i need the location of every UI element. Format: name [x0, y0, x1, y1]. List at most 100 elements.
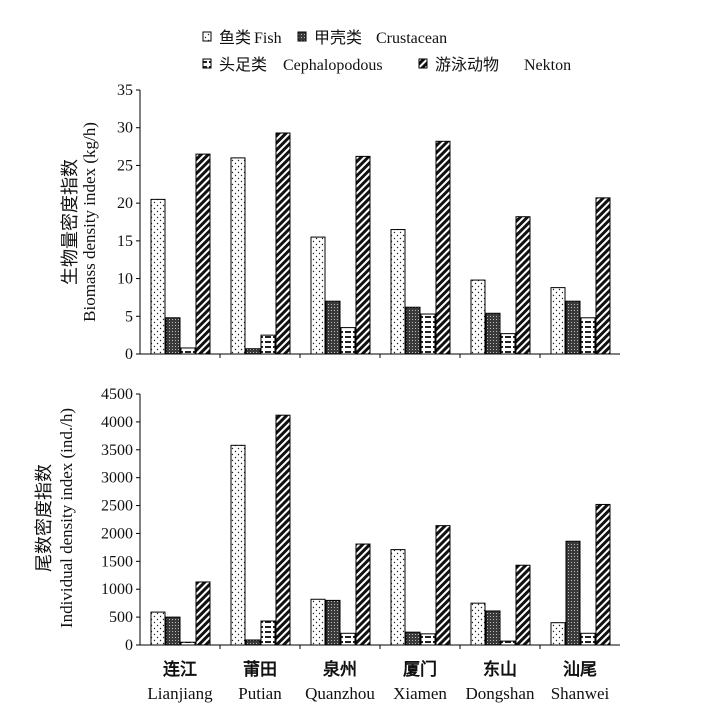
biomass-bar-nekton-shanwei	[595, 197, 611, 355]
biomass-bar-fish-shanwei	[550, 287, 566, 355]
biomass-bar-cephalopodous-dongshan	[500, 333, 516, 355]
individual-bar-crustacean-shanwei	[565, 540, 581, 646]
biomass-ytick-label: 35	[117, 82, 133, 99]
category-labels: 连江 Lianjiang 莆田 Putian 泉州 Quanzhou 厦门 Xiamen 东山 D…	[147, 659, 609, 703]
biomass-ytick-label: 5	[125, 308, 133, 325]
biomass-bar-cephalopodous-lianjiang	[180, 347, 196, 355]
category-label-cn: 汕尾	[563, 660, 597, 680]
biomass-bar-nekton-lianjiang	[195, 153, 211, 355]
legend-item-nekton: 游泳动物 Nekton	[418, 55, 571, 74]
biomass-bar-cephalopodous-shanwei	[580, 317, 596, 355]
biomass-ytick-label: 0	[125, 346, 133, 363]
biomass-ytick-label: 10	[117, 271, 133, 288]
legend-item-fish: 鱼类 Fish	[202, 28, 282, 47]
individual-ytick-label: 4500	[101, 386, 133, 403]
individual-bar-cephalopodous-lianjiang	[180, 641, 196, 646]
biomass-ylabel-cn: 生物量密度指数	[60, 159, 81, 285]
individual-bar-crustacean-quanzhou	[325, 599, 341, 646]
biomass-panel: 生物量密度指数 Biomass density index (kg/h) 0 5 1…	[60, 82, 620, 363]
category-label-cn: 厦门	[403, 659, 437, 680]
biomass-ytick-label: 25	[117, 157, 133, 174]
biomass-bar-crustacean-xiamen	[405, 306, 421, 355]
individual-bar-fish-xiamen	[390, 549, 406, 646]
category-label-cn: 泉州	[322, 659, 357, 680]
category-label-en: Xiamen	[393, 684, 447, 703]
individual-bar-cephalopodous-xiamen	[420, 633, 436, 646]
biomass-bar-fish-dongshan	[470, 279, 486, 355]
category-label-en: Putian	[238, 684, 282, 703]
individual-bar-fish-quanzhou	[310, 598, 326, 646]
biomass-bar-cephalopodous-quanzhou	[340, 327, 356, 355]
biomass-bar-crustacean-shanwei	[565, 300, 581, 355]
individual-ytick-label: 4000	[101, 414, 133, 431]
individual-ytick-label: 3000	[101, 470, 133, 487]
individual-panel: 尾数密度指数 Individual density index (ind./h)…	[34, 386, 620, 654]
legend: 鱼类 Fish 甲壳类 Crustacean 头足类 Cephalopodous…	[202, 28, 571, 74]
category-label-en: Lianjiang	[147, 684, 213, 703]
individual-bar-crustacean-putian	[245, 639, 261, 646]
biomass-ytick-label: 20	[117, 195, 133, 212]
biomass-bar-crustacean-putian	[245, 348, 261, 355]
individual-bar-fish-dongshan	[470, 602, 486, 646]
biomass-bar-fish-putian	[230, 157, 246, 355]
biomass-bar-fish-lianjiang	[150, 198, 166, 355]
biomass-bar-nekton-putian	[275, 132, 291, 355]
biomass-bar-crustacean-quanzhou	[325, 300, 341, 355]
individual-bar-crustacean-lianjiang	[165, 616, 181, 646]
legend-label-cephalopodous-cn: 头足类	[219, 55, 267, 74]
individual-bar-cephalopodous-dongshan	[500, 640, 516, 646]
biomass-bar-cephalopodous-putian	[260, 334, 276, 355]
individual-bar-nekton-lianjiang	[195, 581, 211, 646]
category-label-cn: 连江	[163, 659, 197, 680]
biomass-bar-fish-quanzhou	[310, 236, 326, 355]
biomass-bar-crustacean-dongshan	[485, 312, 501, 355]
individual-bar-crustacean-xiamen	[405, 631, 421, 646]
biomass-bar-crustacean-lianjiang	[165, 317, 181, 355]
individual-bar-fish-shanwei	[550, 622, 566, 646]
individual-bar-cephalopodous-putian	[260, 620, 276, 646]
legend-label-nekton-cn: 游泳动物	[435, 55, 499, 74]
individual-bar-cephalopodous-shanwei	[580, 632, 596, 646]
individual-bar-crustacean-dongshan	[485, 610, 501, 646]
biomass-bar-nekton-dongshan	[515, 216, 531, 355]
individual-bar-nekton-putian	[275, 414, 291, 646]
individual-ylabel-cn: 尾数密度指数	[34, 464, 55, 572]
biomass-bar-nekton-quanzhou	[355, 155, 371, 355]
category-label-cn: 东山	[483, 659, 517, 680]
category-label-en: Dongshan	[466, 684, 535, 703]
individual-ytick-label: 3500	[101, 442, 133, 459]
legend-swatch-nekton	[418, 58, 428, 69]
legend-label-fish-cn: 鱼类	[219, 28, 251, 47]
individual-ytick-label: 1000	[101, 581, 133, 598]
individual-ytick-label: 2500	[101, 498, 133, 515]
individual-ytick-label: 2000	[101, 525, 133, 542]
biomass-ytick-label: 15	[117, 233, 133, 250]
legend-item-cephalopodous: 头足类 Cephalopodous	[202, 55, 383, 74]
biomass-bar-fish-xiamen	[390, 229, 406, 355]
legend-label-cephalopodous-en: Cephalopodous	[283, 57, 383, 74]
category-label-en: Shanwei	[551, 684, 610, 703]
legend-label-nekton-en: Nekton	[524, 57, 571, 74]
biomass-bar-nekton-xiamen	[435, 140, 451, 355]
individual-bar-fish-putian	[230, 444, 246, 646]
biomass-ylabel-en: Biomass density index (kg/h)	[80, 122, 99, 322]
biomass-ytick-label: 30	[117, 120, 133, 137]
individual-bar-nekton-shanwei	[595, 503, 611, 646]
category-label-en: Quanzhou	[305, 684, 375, 703]
individual-ytick-label: 1500	[101, 553, 133, 570]
legend-label-crustacean-en: Crustacean	[376, 30, 447, 47]
legend-swatch-fish	[202, 31, 212, 42]
individual-bar-fish-lianjiang	[150, 611, 166, 646]
individual-bar-nekton-xiamen	[435, 525, 451, 646]
individual-ytick-label: 0	[125, 637, 133, 654]
individual-ylabel-en: Individual density index (ind./h)	[57, 408, 76, 628]
individual-ytick-label: 500	[109, 609, 133, 626]
individual-bar-cephalopodous-quanzhou	[340, 632, 356, 646]
legend-item-crustacean: 甲壳类 Crustacean	[297, 28, 447, 47]
individual-bar-nekton-quanzhou	[355, 543, 371, 646]
legend-swatch-cephalopodous	[202, 58, 212, 69]
legend-label-crustacean-cn: 甲壳类	[314, 28, 362, 47]
legend-swatch-crustacean	[297, 31, 307, 42]
category-label-cn: 莆田	[243, 660, 277, 680]
